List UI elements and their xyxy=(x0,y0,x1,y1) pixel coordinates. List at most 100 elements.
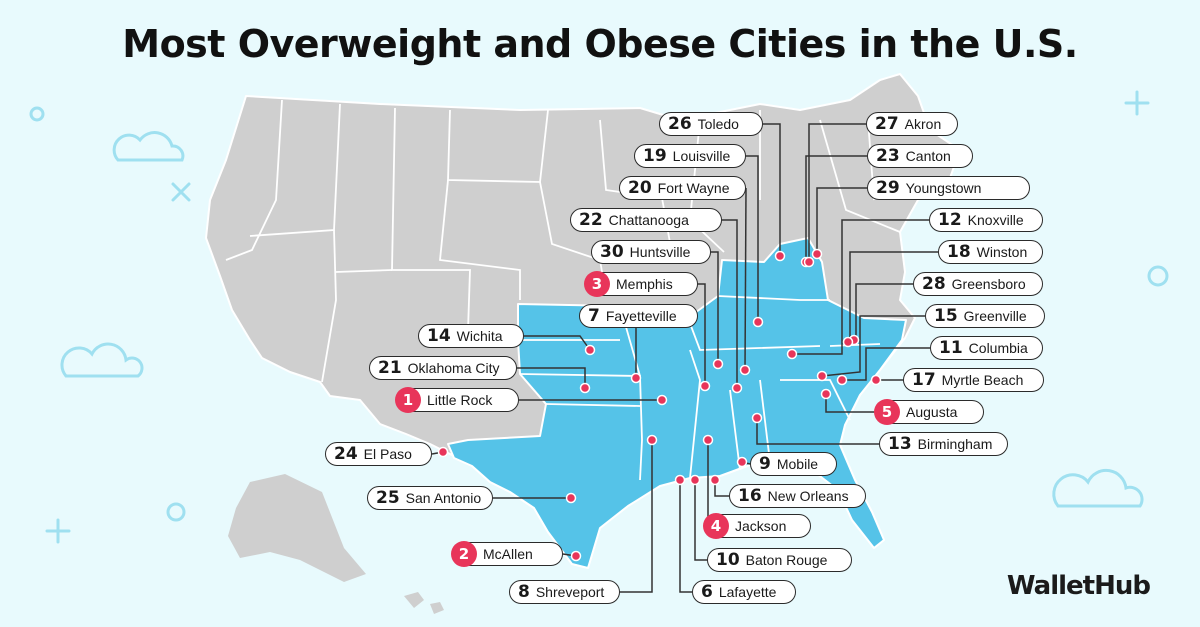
city-name: Shreveport xyxy=(535,584,605,600)
city-label-mobile: 9 Mobile xyxy=(750,452,837,476)
city-marker-columbia xyxy=(836,374,848,386)
city-label-jackson: 4 Jackson xyxy=(703,513,811,539)
wallethub-logo: WalletHub xyxy=(1006,571,1151,601)
city-label-chattanooga: 22 Chattanooga xyxy=(570,208,722,232)
city-name: Mobile xyxy=(776,456,819,472)
page-title: Most Overweight and Obese Cities in the … xyxy=(122,22,1078,66)
leader-line-toledo xyxy=(763,123,781,256)
city-label-knoxville: 12 Knoxville xyxy=(929,208,1043,232)
city-rank: 15 xyxy=(934,306,958,326)
city-label-toledo: 26 Toledo xyxy=(659,112,763,136)
city-rank: 1 xyxy=(395,387,421,413)
city-name: McAllen xyxy=(483,546,533,562)
city-rank: 6 xyxy=(701,582,713,602)
city-label-memphis: 3 Memphis xyxy=(584,271,698,297)
city-label-huntsville: 30 Huntsville xyxy=(591,240,711,264)
city-label-lafayette: 6 Lafayette xyxy=(692,580,796,604)
city-rank: 14 xyxy=(427,326,451,346)
leader-line-fort-wayne xyxy=(744,187,747,371)
leader-line-memphis xyxy=(698,283,706,386)
background-decorations xyxy=(29,90,1169,544)
city-rank: 28 xyxy=(922,274,946,294)
city-marker-toledo xyxy=(774,250,786,262)
city-rank: 7 xyxy=(588,306,600,326)
city-rank: 2 xyxy=(451,541,477,567)
city-marker-shreveport xyxy=(646,434,658,446)
leader-line-columbia xyxy=(842,347,930,381)
city-rank: 19 xyxy=(643,146,667,166)
city-label-youngstown: 29 Youngstown xyxy=(867,176,1030,200)
leader-line-birmingham xyxy=(756,418,879,445)
leader-line-huntsville xyxy=(711,251,719,364)
city-rank: 8 xyxy=(518,582,530,602)
city-marker-lafayette xyxy=(674,474,686,486)
city-label-san-antonio: 25 San Antonio xyxy=(367,486,493,510)
leader-line-baton-rouge xyxy=(694,480,707,561)
city-label-mcallen: 2 McAllen xyxy=(451,541,563,567)
city-label-baton-rouge: 10 Baton Rouge xyxy=(707,548,852,572)
alaska-shape xyxy=(228,474,366,582)
city-label-winston: 18 Winston xyxy=(938,240,1043,264)
leader-line-new-orleans xyxy=(714,480,729,497)
highlighted-state-lines xyxy=(518,295,881,481)
city-marker-fort-wayne xyxy=(739,364,751,376)
city-marker-louisville xyxy=(752,316,764,328)
city-name: Columbia xyxy=(968,340,1028,356)
city-label-birmingham: 13 Birmingham xyxy=(879,432,1008,456)
city-rank: 25 xyxy=(376,488,400,508)
city-marker-youngstown xyxy=(811,248,823,260)
city-label-fort-wayne: 20 Fort Wayne xyxy=(619,176,746,200)
city-marker-greensboro xyxy=(842,336,854,348)
deco-plus-icon xyxy=(45,518,71,544)
deco-x-icon xyxy=(171,182,191,202)
city-markers xyxy=(437,248,882,562)
deco-cloud-icon xyxy=(60,342,144,378)
city-name: Jackson xyxy=(735,518,787,534)
city-label-louisville: 19 Louisville xyxy=(634,144,746,168)
city-label-columbia: 11 Columbia xyxy=(930,336,1043,360)
leader-line-greenville xyxy=(821,315,925,377)
city-marker-chattanooga xyxy=(731,382,743,394)
city-marker-mobile xyxy=(736,456,748,468)
city-marker-san-antonio xyxy=(565,492,577,504)
city-rank: 21 xyxy=(378,358,402,378)
city-marker-akron xyxy=(803,256,815,268)
city-rank: 4 xyxy=(703,513,729,539)
city-name: Oklahoma City xyxy=(407,360,500,376)
city-rank: 29 xyxy=(876,178,900,198)
city-rank: 5 xyxy=(874,399,900,425)
deco-cloud-icon xyxy=(112,131,185,162)
city-label-canton: 23 Canton xyxy=(867,144,973,168)
city-label-myrtle-beach: 17 Myrtle Beach xyxy=(903,368,1044,392)
city-name: Fayetteville xyxy=(605,308,677,324)
leader-line-lafayette xyxy=(679,480,692,593)
city-name: Huntsville xyxy=(629,244,691,260)
city-label-greensboro: 28 Greensboro xyxy=(913,272,1043,296)
city-marker-greenville xyxy=(816,370,828,382)
city-label-fayetteville: 7 Fayetteville xyxy=(579,304,698,328)
city-rank: 16 xyxy=(738,486,762,506)
city-marker-augusta xyxy=(820,388,832,400)
city-label-little-rock: 1 Little Rock xyxy=(395,387,519,413)
city-rank: 24 xyxy=(334,444,358,464)
city-marker-oklahoma-city xyxy=(579,382,591,394)
city-name: El Paso xyxy=(363,446,412,462)
city-rank: 10 xyxy=(716,550,740,570)
city-marker-new-orleans xyxy=(709,474,721,486)
deco-circle-icon xyxy=(166,502,186,522)
city-name: Fort Wayne xyxy=(657,180,730,196)
city-rank: 22 xyxy=(579,210,603,230)
city-name: Youngstown xyxy=(905,180,982,196)
leader-line-knoxville xyxy=(792,219,929,355)
city-label-el-paso: 24 El Paso xyxy=(325,442,432,466)
leader-line-youngstown xyxy=(816,187,867,254)
city-rank: 18 xyxy=(947,242,971,262)
city-rank: 30 xyxy=(600,242,624,262)
city-label-oklahoma-city: 21 Oklahoma City xyxy=(369,356,517,380)
city-name: Lafayette xyxy=(718,584,777,600)
city-marker-baton-rouge xyxy=(689,474,701,486)
city-marker-fayetteville xyxy=(630,372,642,384)
city-name: Akron xyxy=(904,116,942,132)
city-marker-el-paso xyxy=(437,446,449,458)
leader-line-oklahoma-city xyxy=(517,367,586,388)
